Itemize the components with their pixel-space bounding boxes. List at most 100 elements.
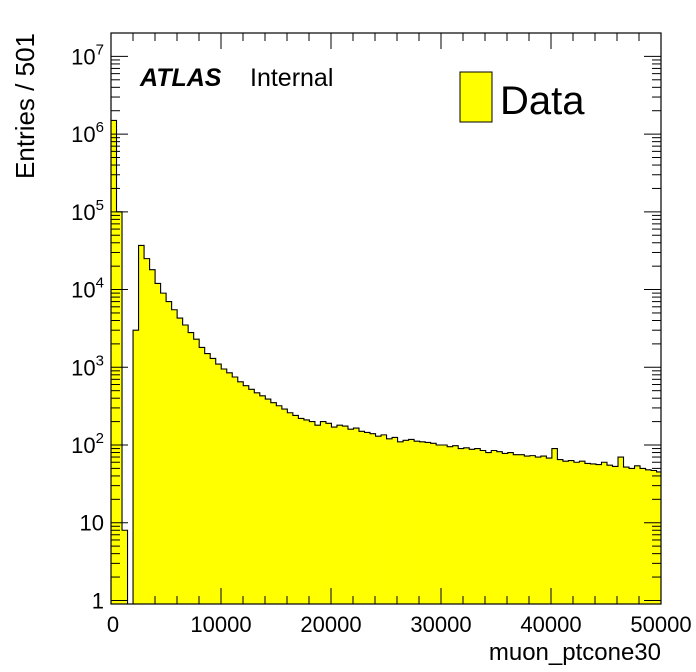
histogram-bin bbox=[270, 402, 277, 604]
histogram-bin bbox=[392, 437, 398, 604]
histogram-bin bbox=[629, 468, 635, 604]
histogram-bin bbox=[259, 395, 266, 604]
histogram-bin bbox=[535, 457, 542, 604]
histogram-bin bbox=[149, 269, 156, 604]
histogram-bin bbox=[111, 120, 117, 605]
histogram-bin bbox=[243, 385, 250, 604]
histogram-bin bbox=[480, 450, 487, 604]
histogram-bin bbox=[452, 445, 459, 604]
x-tick-label: 50000 bbox=[630, 612, 691, 637]
histogram-bin bbox=[430, 443, 437, 604]
histogram-bin bbox=[370, 433, 376, 604]
histogram-bin bbox=[386, 438, 393, 604]
histogram-bin bbox=[353, 428, 360, 604]
histogram-bin bbox=[221, 369, 228, 604]
x-tick-label: 40000 bbox=[520, 612, 581, 637]
histogram-bin bbox=[155, 283, 161, 604]
plot-frame bbox=[110, 32, 662, 605]
histogram-bin bbox=[248, 389, 255, 604]
histogram-bin bbox=[529, 455, 536, 604]
legend-swatch bbox=[459, 71, 493, 123]
histogram-bin bbox=[419, 441, 426, 604]
x-tick-label: 0 bbox=[107, 612, 119, 637]
x-tick-label: 30000 bbox=[410, 612, 471, 637]
x-tick-label: 20000 bbox=[300, 612, 361, 637]
histogram-bin bbox=[491, 450, 498, 604]
histogram-outline bbox=[111, 119, 661, 605]
histogram-bin bbox=[551, 448, 558, 604]
legend-label: Data bbox=[500, 79, 585, 123]
histogram-bin bbox=[540, 456, 547, 604]
histogram-bin bbox=[193, 339, 200, 604]
y-tick-label: 1 bbox=[92, 588, 104, 613]
histogram-bin bbox=[425, 442, 431, 604]
histogram-bin bbox=[601, 462, 608, 604]
histogram-bin bbox=[562, 461, 569, 604]
y-tick-label: 104 bbox=[71, 275, 104, 303]
histogram-bin bbox=[408, 439, 415, 604]
x-tick-label: 10000 bbox=[190, 612, 251, 637]
y-tick-label: 103 bbox=[71, 352, 104, 380]
histogram-bin bbox=[524, 456, 531, 604]
histogram-bin bbox=[640, 468, 646, 604]
histogram-bin bbox=[397, 441, 404, 604]
histogram-bin bbox=[188, 332, 195, 604]
histogram-bin bbox=[199, 347, 206, 604]
histogram-bin bbox=[656, 471, 662, 604]
histogram-bin bbox=[320, 421, 327, 604]
y-tick-label: 107 bbox=[71, 41, 104, 69]
histogram-bin bbox=[469, 449, 476, 604]
histogram-bin bbox=[606, 465, 613, 604]
histogram-bin bbox=[331, 427, 338, 604]
histogram-bin bbox=[375, 436, 382, 604]
y-tick-label: 105 bbox=[71, 197, 104, 225]
histogram-bin bbox=[325, 423, 332, 604]
histogram-bin bbox=[122, 530, 128, 604]
y-tick-label: 10 bbox=[80, 511, 104, 536]
histogram-bin bbox=[254, 392, 261, 604]
histogram-bin bbox=[336, 425, 343, 604]
histogram-bin bbox=[287, 412, 294, 604]
histogram-bin bbox=[403, 440, 409, 604]
histogram-bin bbox=[276, 405, 283, 604]
histogram-bin bbox=[463, 447, 470, 604]
legend: Data bbox=[459, 71, 585, 123]
histogram-bin bbox=[414, 441, 420, 604]
histogram-bin bbox=[215, 364, 222, 604]
histogram-bin bbox=[347, 429, 354, 604]
histogram-bin bbox=[518, 454, 525, 604]
histogram-bin bbox=[144, 258, 150, 604]
histogram-bin bbox=[568, 460, 575, 604]
histogram-bin bbox=[182, 325, 189, 604]
histogram-bin bbox=[210, 358, 217, 604]
histogram-bin bbox=[634, 465, 641, 604]
histogram-bin bbox=[507, 452, 514, 604]
histogram-bin bbox=[281, 409, 288, 604]
histogram-bin bbox=[546, 458, 553, 604]
histogram-bin bbox=[584, 463, 591, 604]
histogram-bin bbox=[579, 461, 586, 604]
y-tick-label: 102 bbox=[71, 430, 104, 458]
histogram-bin bbox=[496, 451, 503, 604]
histogram-bin bbox=[623, 467, 630, 604]
histogram-bin bbox=[618, 457, 624, 604]
histogram-bin bbox=[595, 464, 602, 604]
histogram-bin bbox=[133, 330, 139, 604]
histogram-bin bbox=[237, 381, 244, 604]
histogram-bin bbox=[138, 245, 145, 604]
histogram-bin bbox=[513, 454, 520, 604]
histogram-bin bbox=[166, 301, 172, 604]
histogram-bin bbox=[342, 426, 349, 604]
y-tick-label: 106 bbox=[71, 119, 104, 147]
histogram-bin bbox=[298, 418, 305, 604]
histogram-series bbox=[111, 119, 662, 605]
histogram-bin bbox=[645, 469, 652, 604]
histogram-bin bbox=[436, 445, 443, 604]
histogram-bin bbox=[232, 376, 239, 604]
histogram-bin bbox=[474, 448, 481, 604]
histogram-bin bbox=[458, 448, 465, 604]
internal-label: Internal bbox=[250, 64, 333, 92]
histogram-bin bbox=[303, 419, 310, 604]
axes: 0 10000 20000 30000 40000 50000 1 10 102 103 104 10… bbox=[71, 32, 692, 637]
